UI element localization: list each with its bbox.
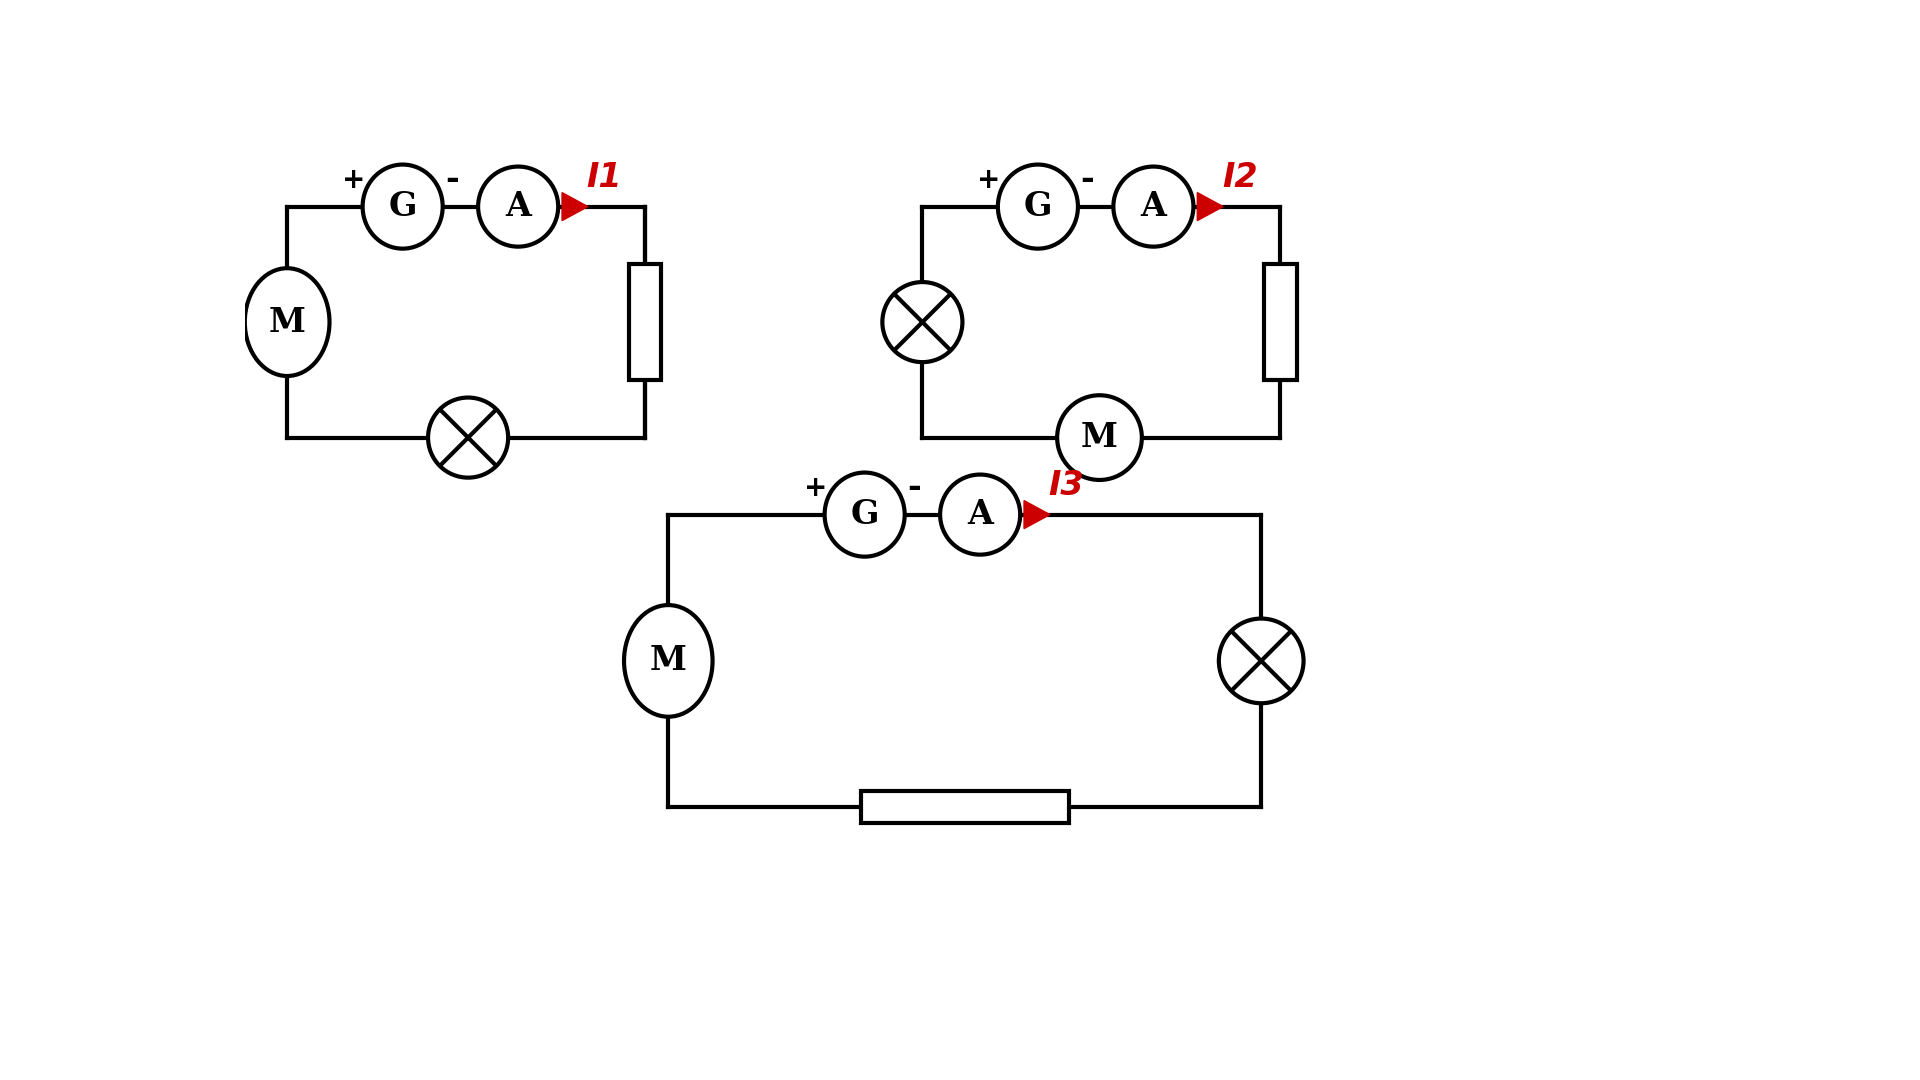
Polygon shape xyxy=(1198,192,1223,220)
Polygon shape xyxy=(563,192,588,220)
Text: G: G xyxy=(851,498,879,531)
Ellipse shape xyxy=(824,473,904,556)
Text: I1: I1 xyxy=(588,161,622,193)
Circle shape xyxy=(1058,395,1142,480)
Text: +: + xyxy=(342,165,365,193)
Text: +: + xyxy=(977,165,1000,193)
Text: M: M xyxy=(1081,421,1117,454)
Text: A: A xyxy=(968,498,993,531)
Text: M: M xyxy=(269,306,305,339)
Text: A: A xyxy=(1140,190,1165,224)
Polygon shape xyxy=(1023,501,1050,528)
Circle shape xyxy=(1219,619,1304,703)
Ellipse shape xyxy=(246,268,330,376)
Circle shape xyxy=(428,397,509,477)
Ellipse shape xyxy=(363,164,444,248)
Text: I3: I3 xyxy=(1048,469,1085,502)
Ellipse shape xyxy=(998,164,1077,248)
Ellipse shape xyxy=(624,605,712,717)
FancyBboxPatch shape xyxy=(860,791,1069,823)
FancyBboxPatch shape xyxy=(630,265,660,380)
FancyBboxPatch shape xyxy=(1263,265,1296,380)
Text: A: A xyxy=(505,190,532,224)
Text: +: + xyxy=(804,474,828,501)
Text: M: M xyxy=(649,645,687,677)
Text: G: G xyxy=(1023,190,1052,224)
Circle shape xyxy=(1114,166,1194,246)
Text: -: - xyxy=(1081,163,1094,197)
Text: I2: I2 xyxy=(1221,161,1258,193)
Text: -: - xyxy=(445,163,459,197)
Text: -: - xyxy=(906,471,922,504)
Circle shape xyxy=(478,166,559,246)
Circle shape xyxy=(941,474,1020,555)
Text: G: G xyxy=(388,190,417,224)
Circle shape xyxy=(883,282,962,362)
